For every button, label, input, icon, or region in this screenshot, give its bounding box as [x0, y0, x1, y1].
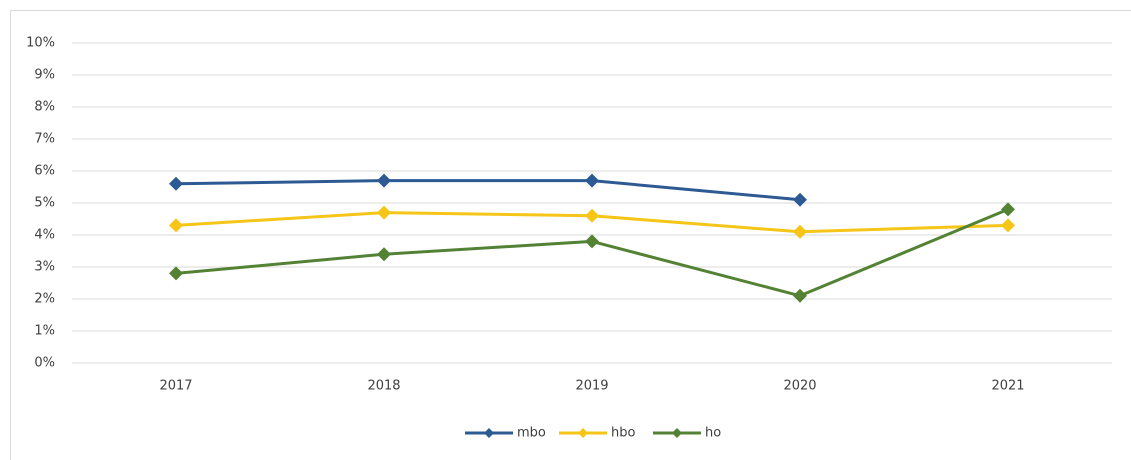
point-marker	[377, 205, 391, 220]
point-marker	[169, 218, 183, 233]
legend-marker	[484, 428, 494, 438]
x-tick-label: 2021	[991, 379, 1024, 394]
x-tick-label: 2018	[367, 379, 400, 394]
y-tick-label: 6%	[34, 164, 55, 179]
point-marker	[793, 192, 807, 207]
y-tick-label: 3%	[34, 260, 55, 275]
point-marker	[585, 234, 599, 249]
legend-marker	[578, 428, 588, 438]
y-tick-label: 10%	[26, 36, 55, 51]
legend-marker	[672, 428, 682, 438]
x-tick-label: 2020	[783, 379, 816, 394]
point-marker	[1001, 218, 1015, 233]
y-tick-label: 2%	[34, 292, 55, 307]
legend-label: mbo	[517, 426, 546, 441]
point-marker	[793, 224, 807, 239]
y-tick-label: 7%	[34, 132, 55, 147]
point-marker	[1001, 202, 1015, 217]
y-tick-label: 0%	[34, 356, 55, 371]
legend-label: hbo	[611, 426, 635, 441]
y-tick-label: 8%	[34, 100, 55, 115]
legend-label: ho	[705, 426, 721, 441]
y-tick-label: 5%	[34, 196, 55, 211]
point-marker	[585, 173, 599, 188]
point-marker	[377, 173, 391, 188]
point-marker	[377, 247, 391, 262]
y-tick-label: 4%	[34, 228, 55, 243]
x-tick-label: 2019	[575, 379, 608, 394]
x-tick-label: 2017	[159, 379, 192, 394]
point-marker	[585, 208, 599, 223]
point-marker	[793, 288, 807, 303]
series-line	[175, 179, 801, 202]
point-marker	[169, 266, 183, 281]
y-tick-label: 1%	[34, 324, 55, 339]
y-tick-label: 9%	[34, 68, 55, 83]
point-marker	[169, 176, 183, 191]
